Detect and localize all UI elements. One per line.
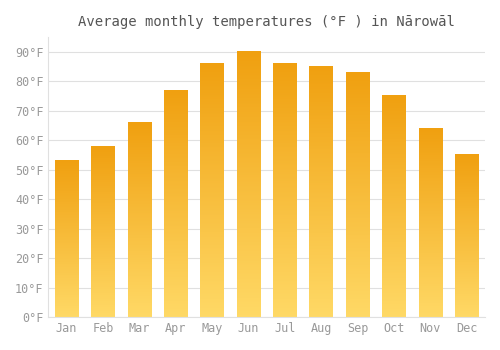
- Title: Average monthly temperatures (°F ) in Nārowāl: Average monthly temperatures (°F ) in Nā…: [78, 15, 455, 29]
